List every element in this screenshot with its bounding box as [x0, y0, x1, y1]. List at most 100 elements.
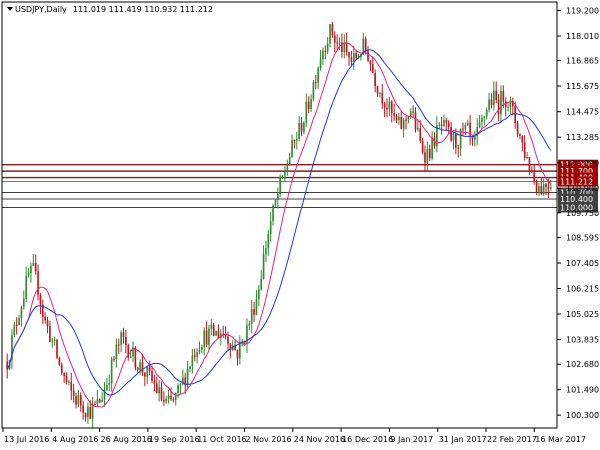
candle-body: [34, 263, 37, 272]
candle-body: [414, 112, 417, 130]
candle-body: [364, 38, 367, 52]
candle-body: [122, 332, 125, 337]
y-tick-label: 105.025: [566, 310, 599, 319]
candle-body: [262, 254, 265, 279]
x-tick-label: 9 Jan 2017: [390, 435, 433, 444]
y-tick-label: 112.090: [566, 159, 599, 168]
candle-body: [545, 184, 547, 187]
candle-body: [22, 299, 25, 308]
candle-body: [87, 407, 89, 418]
candle-body: [533, 172, 536, 182]
price-level-label: 112.000: [560, 161, 593, 170]
candle-body: [49, 326, 51, 342]
candle-body: [60, 364, 63, 373]
price-level-label: 111.700: [560, 167, 593, 176]
candle-body: [431, 137, 433, 159]
candle-body: [32, 263, 35, 266]
candle-body: [241, 341, 244, 343]
candle-body: [15, 324, 18, 326]
candle-body: [63, 372, 65, 377]
candle-body: [286, 165, 289, 173]
candle-body: [265, 248, 267, 255]
y-tick-label: 115.675: [566, 82, 599, 91]
y-tick-label: 116.865: [566, 57, 599, 66]
candle-body: [115, 344, 118, 360]
candle-body: [343, 42, 346, 52]
candle-body: [455, 134, 457, 148]
candle-body: [514, 106, 517, 124]
candle-body: [438, 124, 441, 126]
candle-body: [333, 35, 336, 43]
candle-body: [516, 123, 519, 135]
candle-body: [352, 53, 355, 62]
candle-body: [276, 193, 279, 201]
candle-body: [322, 50, 324, 60]
candle-body: [260, 278, 263, 290]
candle-body: [471, 135, 474, 140]
candle-body: [490, 99, 493, 106]
candle-body: [11, 335, 13, 360]
candle-body: [120, 332, 122, 345]
candle-body: [208, 328, 210, 345]
candle-body: [108, 383, 111, 385]
candle-body: [445, 119, 448, 123]
candle-body: [129, 356, 132, 358]
x-tick-label: 2 Nov 2016: [246, 435, 292, 444]
candle-body: [345, 42, 348, 53]
candle-body: [371, 64, 374, 74]
candle-body: [234, 345, 236, 351]
candle-body: [398, 116, 400, 120]
candle-body: [341, 42, 343, 52]
y-tick-label: 119.200: [566, 7, 599, 16]
candle-body: [464, 125, 467, 130]
candle-body: [155, 383, 158, 394]
candle-body: [395, 115, 398, 120]
candle-body: [39, 294, 42, 305]
x-tick-label: 19 Sep 2016: [149, 435, 200, 444]
candle-body: [172, 399, 175, 401]
candle-body: [519, 134, 521, 136]
candle-body: [417, 128, 419, 130]
candle-body: [481, 117, 483, 123]
candle-body: [409, 111, 412, 117]
candle-body: [530, 170, 533, 173]
candle-body: [436, 125, 438, 147]
candle-body: [497, 99, 500, 115]
candle-body: [324, 50, 327, 52]
candle-body: [367, 51, 369, 61]
candle-body: [53, 339, 56, 341]
candle-body: [179, 383, 182, 386]
candle-body: [402, 119, 405, 129]
candle-body: [212, 324, 215, 336]
candle-body: [390, 101, 393, 114]
candle-body: [376, 86, 379, 94]
candle-body: [246, 325, 248, 344]
candle-body: [476, 127, 479, 137]
candle-body: [379, 92, 381, 94]
candle-body: [447, 122, 450, 127]
candle-body: [462, 128, 464, 130]
candle-body: [13, 324, 16, 336]
candle-body: [132, 347, 134, 357]
x-tick-label: 16 Dec 2016: [342, 435, 393, 444]
candles: [6, 21, 552, 428]
candle-body: [281, 175, 284, 178]
dropdown-triangle-icon[interactable]: [7, 7, 13, 11]
candle-body: [388, 101, 391, 110]
candle-body: [94, 403, 96, 405]
price-level-badge: [558, 202, 598, 213]
horizontal-levels: [2, 163, 557, 209]
candle-body: [424, 152, 426, 163]
ma-slow-line: [6, 49, 552, 396]
candle-body: [426, 148, 429, 163]
candle-body: [400, 116, 403, 129]
candle-body: [547, 186, 550, 189]
price-level-badge: [558, 187, 598, 198]
candle-body: [521, 135, 524, 143]
price-level-label: 110.700: [560, 189, 593, 198]
candle-body: [44, 316, 47, 321]
candle-body: [170, 396, 172, 400]
price-level-badge: [558, 193, 598, 204]
candle-body: [77, 395, 80, 405]
